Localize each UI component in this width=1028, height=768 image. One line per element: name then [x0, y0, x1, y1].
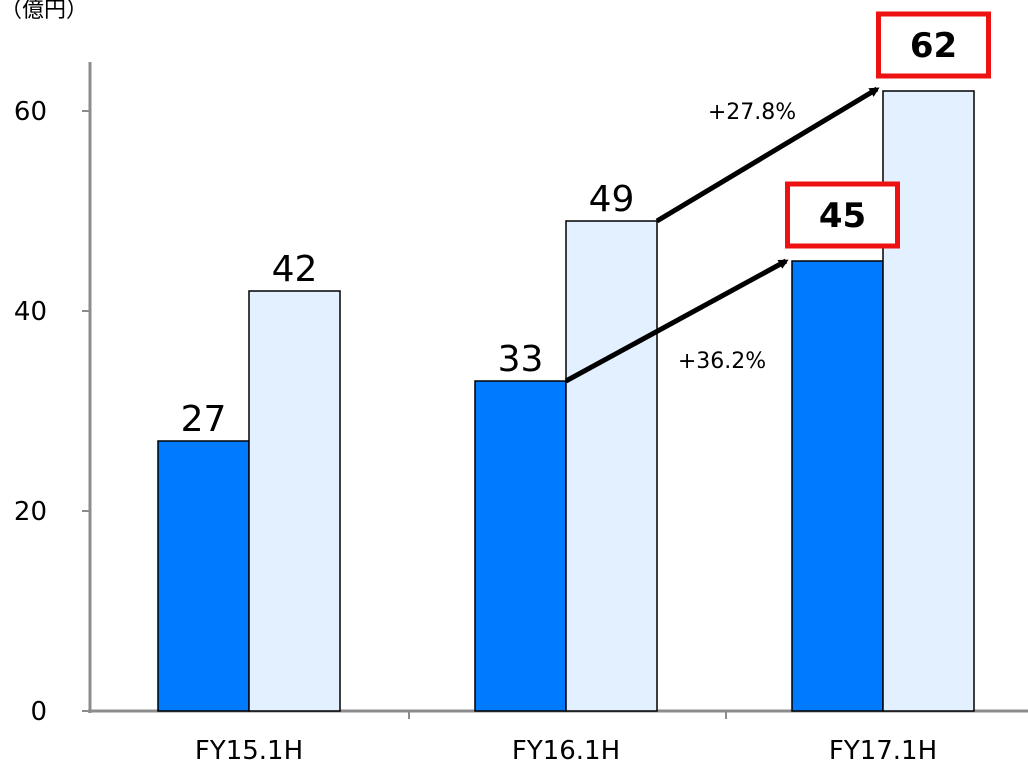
growth-arrow: [655, 86, 880, 224]
bar-series-2-FY16.1H: [565, 220, 658, 712]
data-label: 49: [589, 179, 635, 220]
data-label: 33: [498, 339, 544, 380]
data-label-highlighted: 45: [819, 196, 866, 236]
y-tick-label: 20: [14, 497, 47, 527]
x-category-label: FY17.1H: [829, 736, 937, 766]
x-category-label: FY15.1H: [195, 736, 303, 766]
bar-series-2-FY15.1H: [248, 290, 341, 712]
data-label-highlighted: 62: [910, 26, 957, 66]
bar-series-1-FY17.1H: [791, 260, 884, 712]
x-category-label: FY16.1H: [512, 736, 620, 766]
data-label: 42: [272, 249, 318, 290]
y-tick-label: 60: [14, 97, 47, 127]
bar-series-1-FY16.1H: [474, 380, 567, 712]
y-tick-label: 0: [30, 697, 47, 727]
data-label: 27: [181, 399, 227, 440]
bar-series-1-FY15.1H: [157, 440, 250, 712]
growth-percentage-label: +36.2%: [678, 349, 766, 374]
highlight-box: [785, 181, 900, 249]
unit-label: （億円）: [0, 0, 89, 23]
growth-arrow: [564, 258, 789, 384]
highlight-box: [876, 11, 991, 79]
y-tick-label: 40: [14, 297, 47, 327]
growth-percentage-label: +27.8%: [708, 100, 796, 125]
